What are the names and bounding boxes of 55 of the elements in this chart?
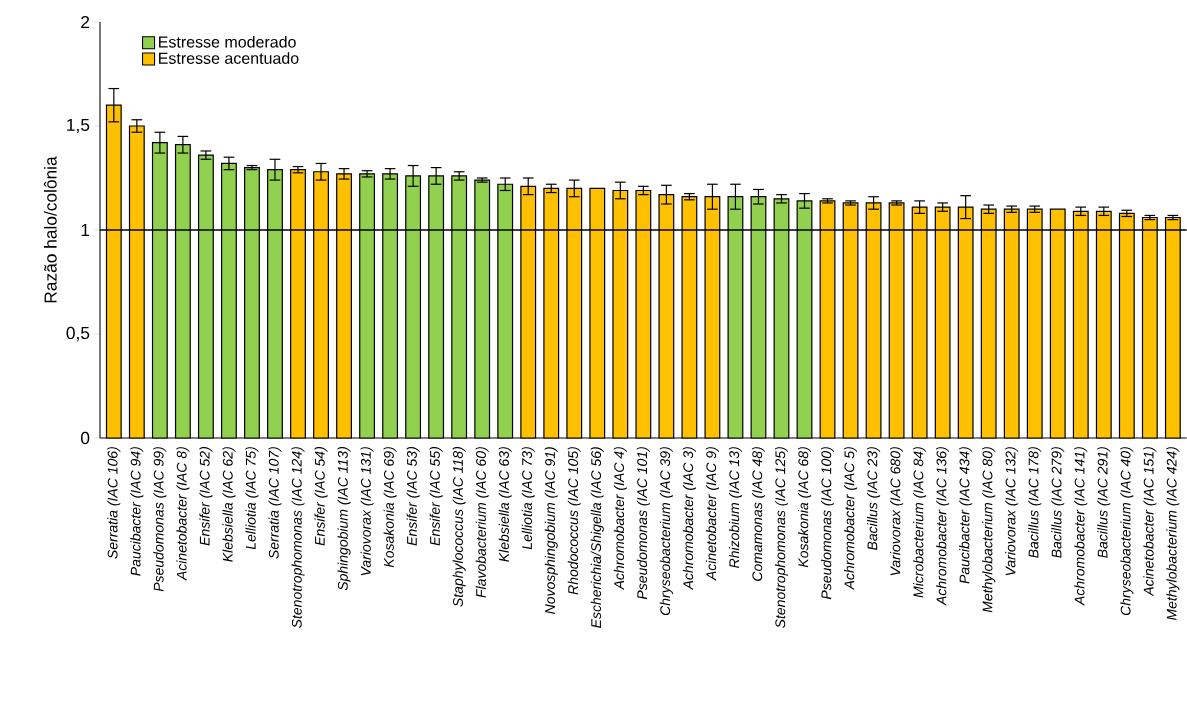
x-tick-label: Achromobacter (IAC 136) xyxy=(936,447,950,606)
x-tick-label: Acinetobacter (IAC 8) xyxy=(176,447,190,581)
x-tick-label: Variovorax (IAC 680) xyxy=(890,447,904,576)
y-tick-label: 0 xyxy=(80,431,90,445)
x-tick-label: Microbacterium (IAC 84) xyxy=(913,447,927,598)
x-tick-label: Variovorax (IAC 132) xyxy=(1005,447,1019,576)
x-tick-label: Methylobacterium (IAC 424) xyxy=(1166,447,1180,621)
x-tick-label: Bacillus (IAC 178) xyxy=(1028,447,1042,558)
y-tick-label: 0,5 xyxy=(66,326,90,342)
y-axis-title: Razão halo/colônia xyxy=(43,156,57,303)
x-tick-label: Methylobacterium (IAC 80) xyxy=(982,447,996,613)
y-tick-label: 1 xyxy=(81,224,90,236)
x-tick-label: Staphylococcus (IAC 118) xyxy=(452,447,466,607)
x-tick-label: Ensifer (IAC 52) xyxy=(199,447,213,546)
x-tick-label: Achromobacter (IAC 3) xyxy=(682,447,696,591)
x-tick-label: Ensifer (IAC 55) xyxy=(429,447,443,546)
x-tick-label: Achromobacter (IAC 141) xyxy=(1074,447,1088,606)
x-tick-label: Bacillus (IAC 23) xyxy=(867,447,881,551)
x-tick-label: Variovorax (IAC 131) xyxy=(360,447,374,576)
y-tick-label: 1,5 xyxy=(67,118,90,134)
x-tick-label: Bacillus (IAC 279) xyxy=(1051,447,1065,558)
x-tick-label: Rhizobium (IAC 13) xyxy=(728,447,742,568)
x-tick-label: Lelliotia (IAC 73) xyxy=(521,447,535,550)
x-tick-label: Comamonas (IAC 48) xyxy=(751,447,765,581)
x-tick-label: Serratia (IAC 107) xyxy=(268,447,282,559)
x-tick-label: Ensifer (IAC 54) xyxy=(314,447,328,546)
x-tick-label: Pseudomonas (IAC 101) xyxy=(636,447,650,600)
x-tick-label: Chryseobacterium (IAC 40) xyxy=(1120,447,1134,616)
x-tick-label: Bacillus (IAC 291) xyxy=(1097,447,1111,558)
x-tick-label: Kosakonia (IAC 68) xyxy=(797,447,812,568)
x-tick-label: Klebsiella (IAC 62) xyxy=(222,447,236,562)
x-tick-label: Acinetobacter (IAC 151) xyxy=(1143,447,1157,597)
legend-label: Estresse moderado xyxy=(159,35,296,48)
x-tick-label: Kosakonia (IAC 69) xyxy=(383,447,397,568)
x-tick-label: Klebsiella (IAC 63) xyxy=(498,447,512,562)
x-tick-label: Escherichia/Shigella (IAC 56) xyxy=(590,447,604,628)
x-tick-label: Sphingobium (IAC 113) xyxy=(337,447,351,591)
x-tick-label: Novosphingobium (IAC 91) xyxy=(544,447,558,614)
x-tick-label: Flavobacterium (IAC 60) xyxy=(475,447,489,598)
x-tick-label: Stenotrophomonas (IAC 125) xyxy=(774,447,789,628)
x-tick-label: Acinetobacter (IAC 9) xyxy=(705,447,719,581)
y-tick-label: 2 xyxy=(81,15,90,29)
x-tick-label: Serratia (IAC 106) xyxy=(107,447,121,559)
x-tick-label: Pseudomonas (IAC 100) xyxy=(821,447,835,600)
x-tick-label: Paucibacter (IAC 434) xyxy=(959,447,973,584)
x-tick-label: Stenotrophomonas (IAC 124) xyxy=(291,447,305,628)
x-tick-label: Pseudomonas (IAC 99) xyxy=(153,447,167,592)
x-tick-label: Lelliotia (IAC 75) xyxy=(245,447,259,550)
x-tick-label: Ensifer (IAC 53) xyxy=(406,447,420,546)
x-tick-label: Chryseobacterium (IAC 39) xyxy=(659,447,673,616)
x-tick-label: Paucibacter (IAC 94) xyxy=(130,447,144,576)
x-tick-label: Rhodococcus (IAC 105) xyxy=(567,447,581,595)
x-tick-label: Achromobacter (IAC 5) xyxy=(844,447,858,591)
x-tick-label: Achromobacter (IAC 4) xyxy=(613,447,627,591)
legend-label: Estresse acentuado xyxy=(159,52,299,64)
